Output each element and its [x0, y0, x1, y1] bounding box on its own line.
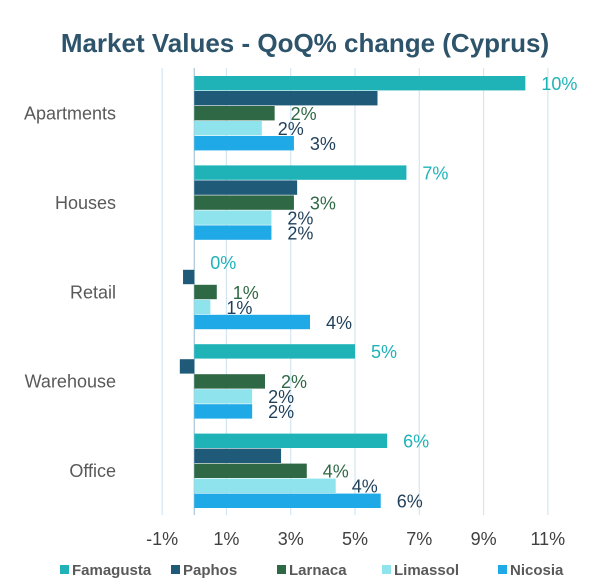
- bars: [179, 76, 526, 508]
- category-label-warehouse: Warehouse: [25, 372, 116, 392]
- x-axis-ticks: -1% 1% 3% 5% 7% 9% 11%: [146, 529, 565, 549]
- bar-warehouse-limassol: [194, 389, 253, 404]
- x-tick-5-: 5%: [342, 529, 368, 549]
- bar-office-larnaca: [194, 463, 307, 478]
- legend-label-paphos: Paphos: [183, 562, 237, 579]
- bar-retail-larnaca: [194, 284, 217, 300]
- legend-swatch-famagusta: [60, 565, 69, 574]
- bar-houses-limassol: [194, 210, 272, 225]
- data-label-houses-nicosia: 2%: [287, 223, 313, 243]
- data-label-apartments-larnaca: 2%: [291, 104, 317, 124]
- bar-warehouse-larnaca: [194, 374, 265, 389]
- category-labels: Apartments Houses Retail Warehouse Office: [24, 104, 116, 482]
- data-label-retail-limassol: 1%: [226, 298, 252, 318]
- x-tick--1-: -1%: [146, 529, 178, 549]
- legend-label-nicosia: Nicosia: [510, 562, 564, 579]
- bar-retail-paphos: [183, 269, 195, 285]
- bar-apartments-larnaca: [194, 106, 275, 121]
- data-label-apartments-famagusta: 10%: [541, 74, 577, 94]
- bar-office-limassol: [194, 478, 336, 493]
- legend-swatch-larnaca: [277, 565, 286, 574]
- legend-swatch-nicosia: [498, 565, 507, 574]
- legend-swatch-paphos: [171, 565, 180, 574]
- bar-apartments-paphos: [194, 91, 378, 106]
- legend-label-limassol: Limassol: [394, 562, 459, 579]
- data-label-houses-larnaca: 3%: [310, 193, 336, 213]
- data-label-retail-nicosia: 4%: [326, 313, 352, 333]
- data-label-office-nicosia: 6%: [397, 492, 423, 512]
- x-tick-3-: 3%: [278, 529, 304, 549]
- bar-houses-nicosia: [194, 225, 272, 240]
- bar-warehouse-famagusta: [194, 344, 355, 359]
- bar-apartments-limassol: [194, 121, 262, 136]
- x-tick-11-: 11%: [531, 529, 566, 549]
- bar-apartments-famagusta: [194, 76, 526, 91]
- x-tick-1-: 1%: [213, 529, 239, 549]
- bar-houses-paphos: [194, 180, 298, 195]
- data-label-retail-larnaca: 1%: [233, 283, 259, 303]
- bar-office-famagusta: [194, 433, 388, 448]
- data-label-apartments-limassol: 2%: [278, 119, 304, 139]
- category-label-retail: Retail: [70, 282, 116, 302]
- category-label-apartments: Apartments: [24, 104, 116, 124]
- legend-label-famagusta: Famagusta: [72, 562, 152, 579]
- bar-apartments-nicosia: [194, 136, 294, 151]
- data-label-warehouse-nicosia: 2%: [268, 402, 294, 422]
- data-label-warehouse-famagusta: 5%: [371, 342, 397, 362]
- data-label-warehouse-limassol: 2%: [268, 387, 294, 407]
- bar-retail-limassol: [194, 299, 211, 315]
- bar-warehouse-nicosia: [194, 404, 253, 419]
- data-label-apartments-nicosia: 3%: [310, 134, 336, 154]
- data-label-retail-famagusta: 0%: [210, 253, 236, 273]
- category-label-office: Office: [69, 461, 116, 481]
- bar-warehouse-paphos: [179, 359, 195, 374]
- bar-retail-nicosia: [194, 314, 310, 330]
- data-label-houses-famagusta: 7%: [422, 163, 448, 183]
- data-label-office-larnaca: 4%: [323, 462, 349, 482]
- data-label-office-famagusta: 6%: [403, 432, 429, 452]
- legend: Famagusta Paphos Larnaca Limassol Nicosia: [60, 562, 564, 579]
- bar-office-nicosia: [194, 493, 381, 508]
- x-tick-7-: 7%: [406, 529, 432, 549]
- bar-office-paphos: [194, 448, 282, 463]
- legend-label-larnaca: Larnaca: [289, 562, 347, 579]
- data-labels: 10%2%2%3%7%3%2%2%0%1%1%4%5%2%2%2%6%4%4%6…: [210, 74, 577, 512]
- data-label-houses-limassol: 2%: [287, 208, 313, 228]
- category-label-houses: Houses: [55, 193, 116, 213]
- bar-houses-larnaca: [194, 195, 294, 210]
- legend-swatch-limassol: [382, 565, 391, 574]
- x-tick-9-: 9%: [471, 529, 497, 549]
- bar-houses-famagusta: [194, 165, 407, 180]
- data-label-office-limassol: 4%: [352, 477, 378, 497]
- chart-title: Market Values - QoQ% change (Cyprus): [61, 28, 549, 58]
- data-label-warehouse-larnaca: 2%: [281, 372, 307, 392]
